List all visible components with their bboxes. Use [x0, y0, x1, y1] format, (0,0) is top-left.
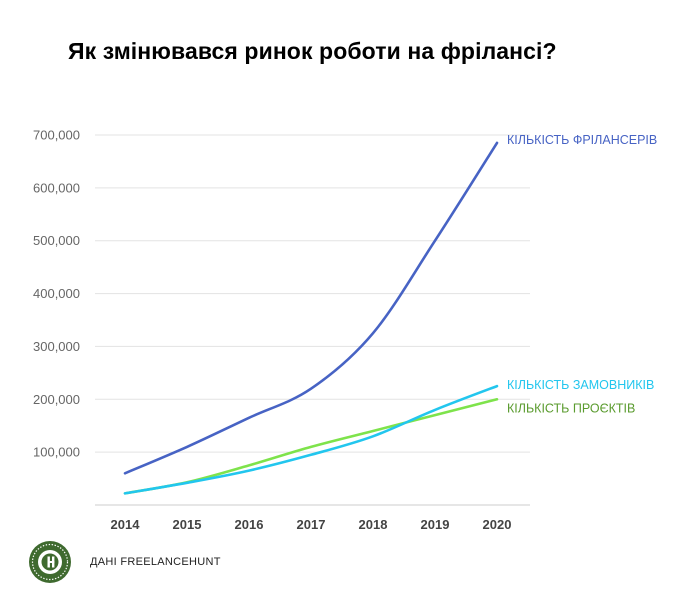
x-tick-label: 2016	[235, 517, 264, 532]
y-tick-label: 100,000	[33, 445, 80, 460]
y-tick-label: 300,000	[33, 339, 80, 354]
y-tick-label: 400,000	[33, 286, 80, 301]
series-line	[123, 398, 499, 495]
series-labels: КІЛЬКІСТЬ ФРІЛАНСЕРІВ КІЛЬКІСТЬ ЗАМОВНИКІ…	[507, 133, 657, 415]
series-line	[123, 141, 499, 475]
freelancehunt-logo	[29, 541, 71, 583]
y-tick-label: 500,000	[33, 233, 80, 248]
x-tick-label: 2014	[111, 517, 141, 532]
series-line	[123, 384, 499, 495]
x-tick-label: 2018	[359, 517, 388, 532]
x-tick-label: 2019	[421, 517, 450, 532]
x-tick-label: 2015	[173, 517, 202, 532]
chart-title: Як змінювався ринок роботи на фрілансі?	[68, 38, 557, 64]
x-axis-tick-labels: 2014 2015 2016 2017 2018 2019 2020	[111, 517, 512, 532]
series-lines	[123, 141, 499, 495]
footer: ДАНІ FREELANCEHUNT	[28, 540, 221, 584]
gridlines	[95, 134, 530, 506]
y-axis-tick-labels: 100,000 200,000 300,000 400,000 500,000 600,0…	[33, 128, 80, 460]
y-tick-label: 700,000	[33, 128, 80, 143]
x-tick-label: 2017	[297, 517, 326, 532]
y-tick-label: 600,000	[33, 180, 80, 195]
series-label: КІЛЬКІСТЬ ПРОЄКТІВ	[507, 401, 635, 415]
x-tick-label: 2020	[483, 517, 512, 532]
series-label: КІЛЬКІСТЬ ЗАМОВНИКІВ	[507, 378, 654, 392]
y-tick-label: 200,000	[33, 392, 80, 407]
data-source-note: ДАНІ FREELANCEHUNT	[90, 556, 221, 568]
series-label: КІЛЬКІСТЬ ФРІЛАНСЕРІВ	[507, 133, 657, 147]
